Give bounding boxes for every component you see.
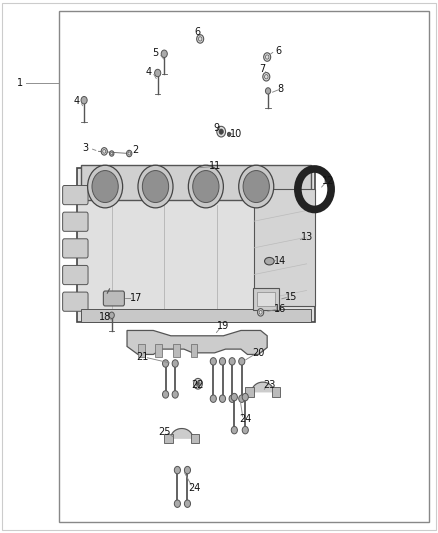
- Circle shape: [138, 165, 173, 208]
- Bar: [257, 292, 275, 306]
- FancyBboxPatch shape: [63, 292, 88, 311]
- Text: 4: 4: [74, 96, 80, 106]
- Text: 24: 24: [239, 415, 251, 424]
- Text: 19: 19: [217, 321, 230, 331]
- Bar: [191, 344, 197, 357]
- Circle shape: [227, 132, 231, 136]
- Text: 23: 23: [263, 380, 276, 390]
- Text: 9: 9: [214, 123, 220, 133]
- Bar: [77, 168, 315, 322]
- Bar: [272, 387, 280, 397]
- Text: 25: 25: [158, 427, 170, 437]
- Circle shape: [264, 53, 271, 61]
- FancyBboxPatch shape: [63, 185, 88, 205]
- Circle shape: [161, 50, 167, 58]
- Circle shape: [197, 35, 204, 43]
- Text: 21: 21: [136, 352, 148, 362]
- Text: 4: 4: [146, 67, 152, 77]
- FancyBboxPatch shape: [253, 288, 279, 310]
- Circle shape: [258, 309, 264, 316]
- Text: 20: 20: [252, 349, 265, 358]
- Bar: [254, 189, 315, 306]
- Circle shape: [184, 466, 191, 474]
- Text: 17: 17: [130, 294, 142, 303]
- Text: 18: 18: [99, 312, 111, 322]
- Bar: [59, 11, 429, 522]
- FancyBboxPatch shape: [63, 212, 88, 231]
- Circle shape: [243, 171, 269, 203]
- Text: 10: 10: [230, 130, 243, 139]
- Ellipse shape: [265, 257, 274, 265]
- Circle shape: [219, 395, 226, 402]
- Circle shape: [92, 171, 118, 203]
- Polygon shape: [169, 429, 195, 438]
- Circle shape: [239, 395, 245, 402]
- Text: 1: 1: [17, 78, 23, 87]
- Bar: [138, 344, 145, 357]
- Circle shape: [110, 151, 114, 156]
- Bar: [173, 344, 180, 357]
- Circle shape: [229, 395, 235, 402]
- Text: 12: 12: [322, 176, 335, 186]
- Text: 16: 16: [274, 304, 286, 314]
- Circle shape: [217, 126, 226, 137]
- Circle shape: [194, 378, 202, 389]
- Circle shape: [127, 150, 132, 157]
- Text: 2: 2: [133, 146, 139, 155]
- Bar: [81, 165, 311, 200]
- Circle shape: [231, 426, 237, 434]
- Circle shape: [239, 358, 245, 365]
- Bar: [245, 387, 254, 397]
- Bar: [191, 434, 199, 443]
- Circle shape: [162, 360, 169, 367]
- Circle shape: [239, 165, 274, 208]
- FancyBboxPatch shape: [63, 239, 88, 258]
- Circle shape: [263, 72, 270, 81]
- Circle shape: [81, 96, 87, 104]
- Bar: [155, 344, 162, 357]
- Circle shape: [88, 165, 123, 208]
- Circle shape: [210, 358, 216, 365]
- Bar: [164, 434, 173, 443]
- Circle shape: [142, 171, 169, 203]
- Circle shape: [219, 129, 223, 134]
- Polygon shape: [250, 382, 276, 392]
- Circle shape: [172, 391, 178, 398]
- Text: 6: 6: [275, 46, 281, 55]
- Circle shape: [265, 88, 271, 94]
- Circle shape: [219, 358, 226, 365]
- Bar: [81, 309, 311, 322]
- Text: 8: 8: [277, 84, 283, 94]
- Circle shape: [101, 148, 107, 155]
- Text: 24: 24: [189, 483, 201, 492]
- Text: 22: 22: [191, 380, 203, 390]
- FancyBboxPatch shape: [63, 265, 88, 285]
- Text: 15: 15: [285, 292, 297, 302]
- Text: 13: 13: [300, 232, 313, 242]
- Circle shape: [231, 393, 237, 401]
- Circle shape: [109, 312, 114, 318]
- Circle shape: [242, 426, 248, 434]
- Text: 6: 6: [194, 27, 200, 37]
- Circle shape: [242, 393, 248, 401]
- Circle shape: [188, 165, 223, 208]
- Circle shape: [196, 382, 200, 386]
- Circle shape: [174, 500, 180, 507]
- Polygon shape: [127, 330, 267, 354]
- FancyBboxPatch shape: [103, 291, 124, 306]
- Circle shape: [210, 395, 216, 402]
- Circle shape: [162, 391, 169, 398]
- Circle shape: [229, 358, 235, 365]
- Text: 11: 11: [208, 161, 221, 171]
- Circle shape: [155, 69, 161, 77]
- Text: 7: 7: [260, 64, 266, 74]
- Text: 14: 14: [274, 256, 286, 266]
- Circle shape: [172, 360, 178, 367]
- Circle shape: [174, 466, 180, 474]
- Text: 3: 3: [82, 143, 88, 153]
- Text: 5: 5: [152, 49, 159, 58]
- Circle shape: [193, 171, 219, 203]
- Circle shape: [184, 500, 191, 507]
